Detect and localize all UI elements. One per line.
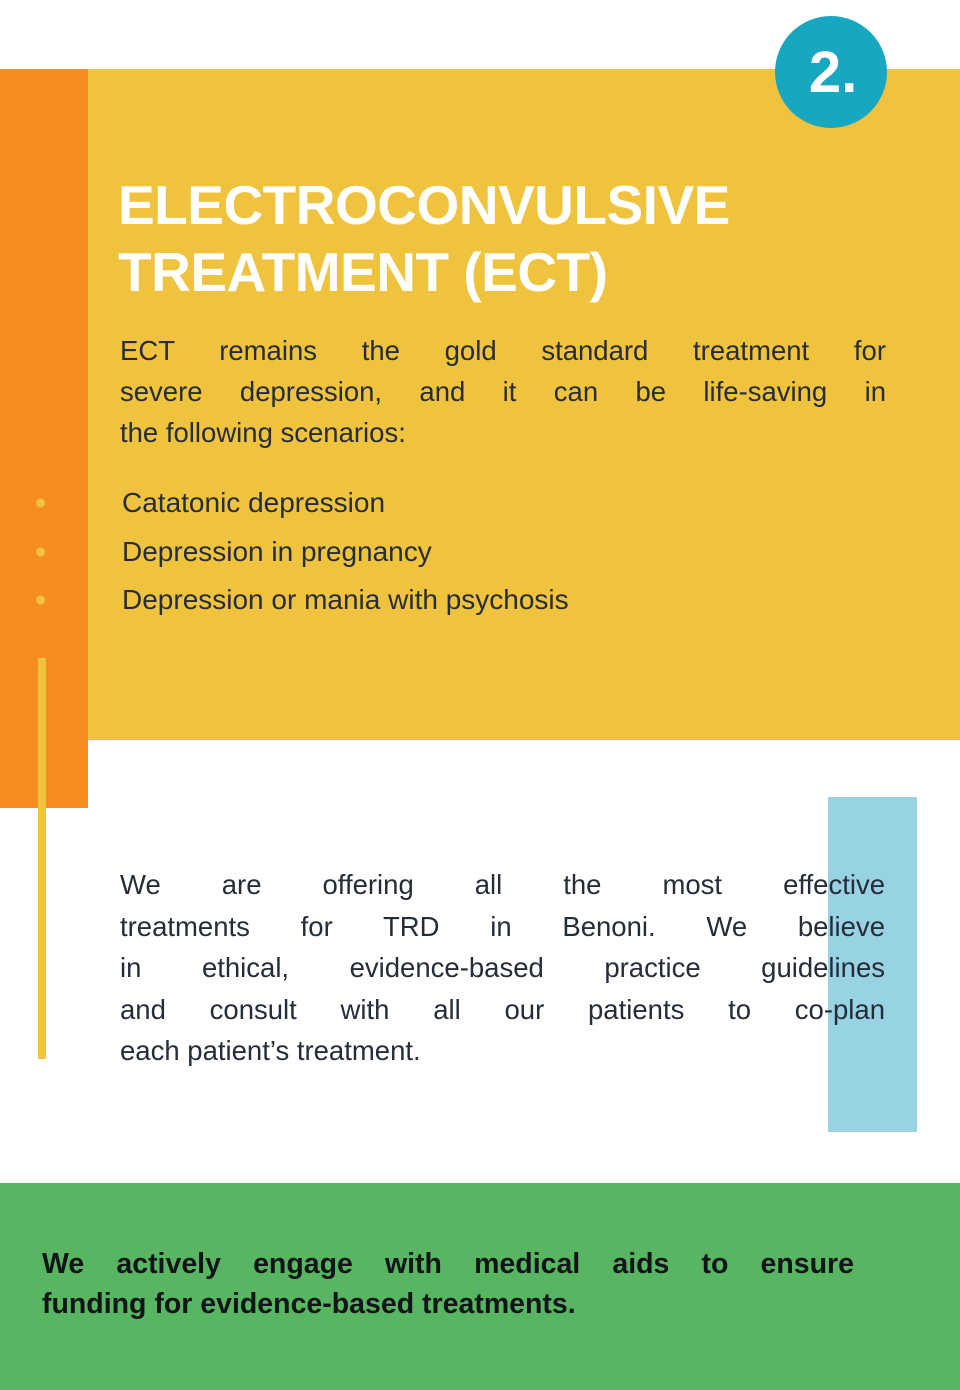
body-line: and consult with all our patients to co-… [120, 993, 885, 1025]
footer-banner: We actively engage with medical aids to … [0, 1183, 960, 1390]
body-line: treatments for TRD in Benoni. We believe [120, 910, 885, 942]
intro-line: the following scenarios: [120, 417, 406, 448]
bullet-list: Catatonic depression Depression in pregn… [0, 479, 790, 625]
list-item: Depression or mania with psychosis [0, 576, 790, 625]
blue-accent-bar [828, 797, 917, 1132]
step-badge-number: 2. [808, 39, 858, 105]
intro-line: severe depression, and it can be life-sa… [120, 376, 886, 407]
footer-line: funding for evidence-based treatments. [42, 1288, 576, 1320]
title-section-background [88, 69, 960, 740]
footer-line: We actively engage with medical aids to … [42, 1248, 854, 1280]
page-title-line-2: TREATMENT (ECT) [118, 241, 608, 303]
intro-line: ECT remains the gold standard treatment … [120, 335, 886, 366]
page-title-line-1: ELECTROCONVULSIVE [118, 174, 730, 236]
gold-accent-line [38, 658, 46, 1059]
page-title: ELECTROCONVULSIVE TREATMENT (ECT) [118, 172, 863, 306]
footer-text: We actively engage with medical aids to … [42, 1244, 854, 1324]
list-item: Depression in pregnancy [0, 528, 790, 577]
bullet-dot-icon [36, 547, 45, 557]
list-item-label: Depression or mania with psychosis [122, 584, 569, 616]
list-item-label: Catatonic depression [122, 487, 386, 519]
list-item-label: Depression in pregnancy [122, 535, 432, 567]
bullet-dot-icon [36, 595, 45, 605]
body-line: each patient’s treatment. [120, 1035, 421, 1066]
list-item: Catatonic depression [0, 479, 790, 528]
body-line: We are offering all the most effective [120, 869, 885, 900]
body-line: in ethical, evidence-based practice guid… [120, 952, 885, 983]
body-paragraph: We are offering all the most effective t… [120, 864, 885, 1072]
step-badge: 2. [775, 16, 887, 128]
intro-paragraph: ECT remains the gold standard treatment … [120, 330, 886, 453]
bullet-dot-icon [36, 498, 45, 508]
